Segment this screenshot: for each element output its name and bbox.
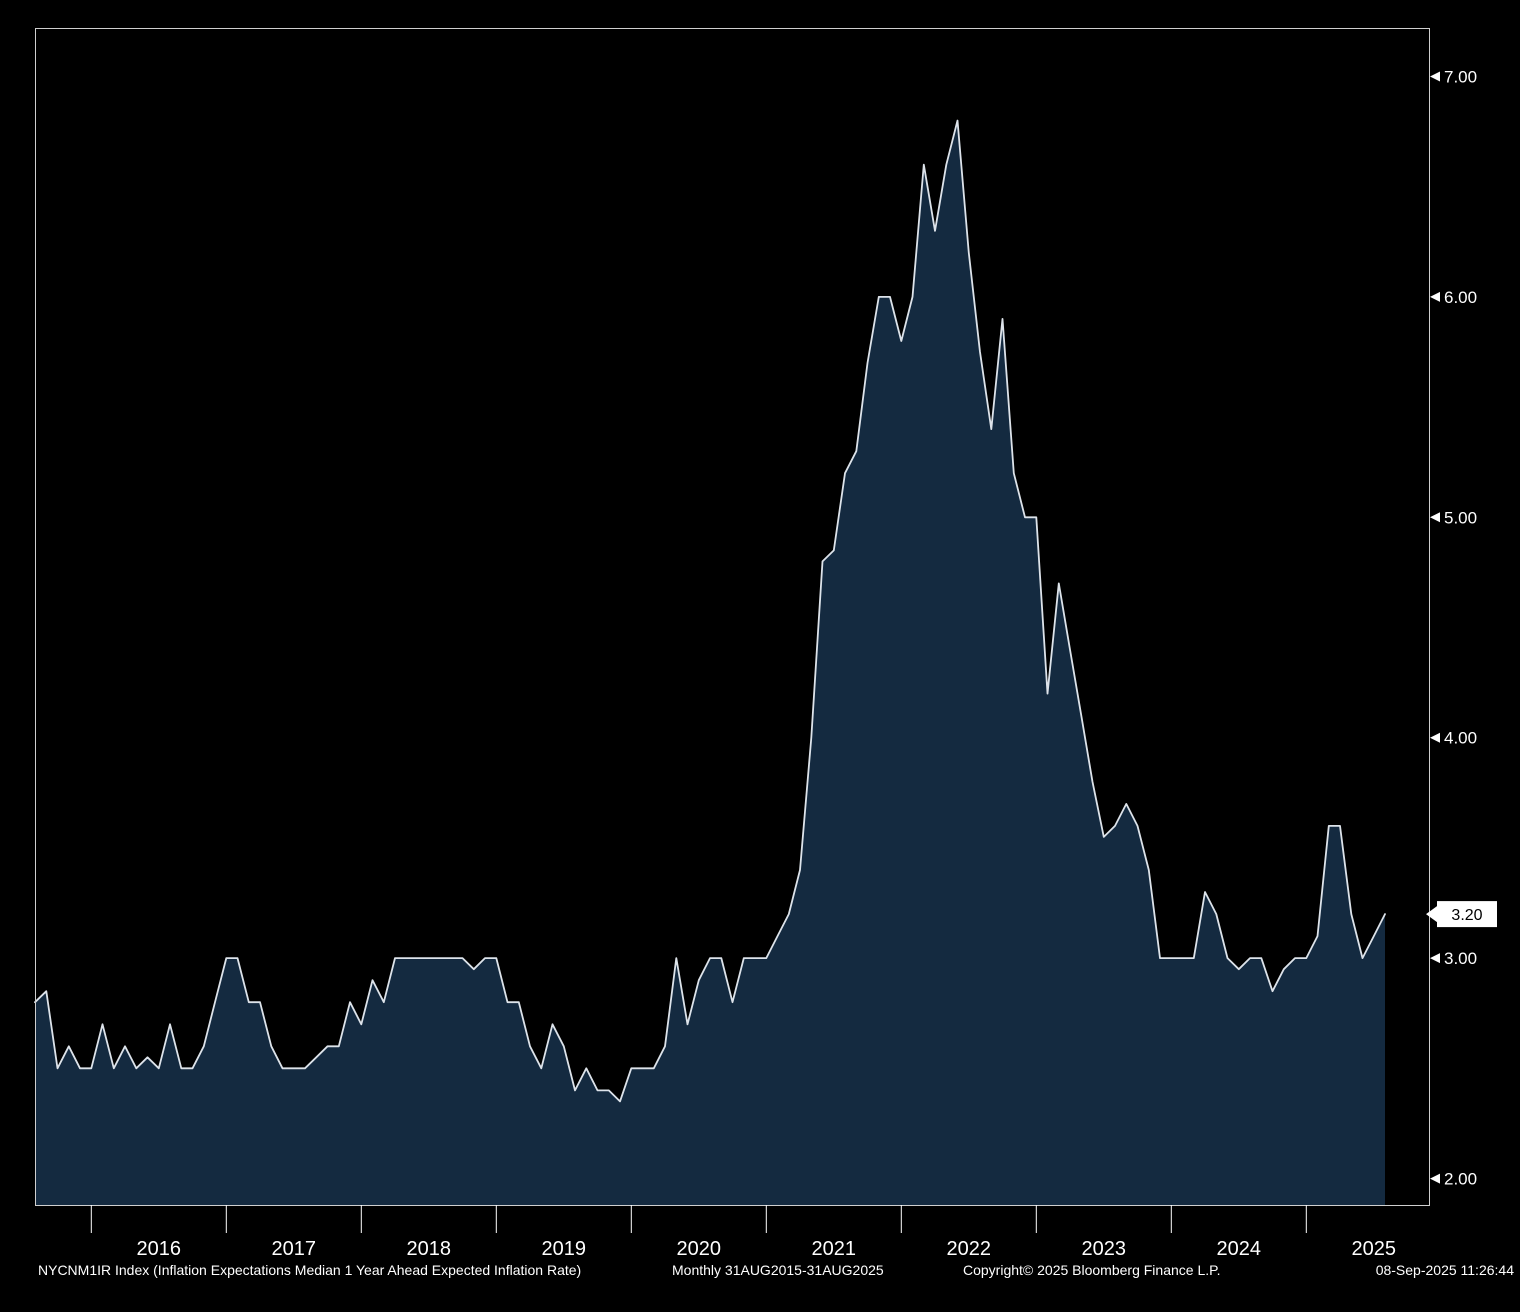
- footer-copyright: Copyright© 2025 Bloomberg Finance L.P.: [963, 1262, 1221, 1278]
- x-year-label: 2023: [1082, 1238, 1127, 1260]
- plot-border: [35, 28, 1430, 1206]
- last-value-box: [1437, 901, 1497, 928]
- x-year-label: 2016: [137, 1238, 182, 1260]
- y-tick-label: 6.00: [1444, 288, 1477, 307]
- y-tick-arrow-icon: [1430, 71, 1440, 82]
- area-fill: [35, 120, 1385, 1206]
- x-year-label: 2024: [1217, 1238, 1262, 1260]
- x-year-label: 2017: [272, 1238, 317, 1260]
- footer-security-description: NYCNM1IR Index (Inflation Expectations M…: [38, 1262, 582, 1278]
- x-year-label: 2022: [947, 1238, 992, 1260]
- last-value-marker: 3.20: [1426, 901, 1497, 928]
- y-tick-label: 3.00: [1444, 949, 1477, 968]
- footer-timestamp: 08-Sep-2025 11:26:44: [1375, 1262, 1514, 1278]
- y-tick-label: 2.00: [1444, 1170, 1477, 1189]
- x-axis: 2016 2017 2018 2019 2020 2021 2022 2023 2024 2025: [90, 1205, 1397, 1260]
- y-tick-label: 5.00: [1444, 508, 1477, 527]
- x-year-label: 2018: [407, 1238, 452, 1260]
- x-year-label: 2021: [812, 1238, 857, 1260]
- last-value-text: 3.20: [1451, 907, 1482, 924]
- y-tick-arrow-icon: [1430, 512, 1440, 523]
- price-line: [34, 119, 1386, 1103]
- x-year-label: 2019: [542, 1238, 587, 1260]
- x-year-label: 2020: [677, 1238, 722, 1260]
- y-tick-arrow-icon: [1430, 1173, 1440, 1184]
- y-axis: 2.00 3.00 4.00 5.00 6.00 7.00: [1430, 68, 1477, 1189]
- y-tick-arrow-icon: [1430, 953, 1440, 964]
- y-tick-label: 4.00: [1444, 729, 1477, 748]
- y-tick-arrow-icon: [1430, 732, 1440, 743]
- footer-periodicity: Monthly 31AUG2015-31AUG2025: [672, 1262, 884, 1278]
- x-year-label: 2025: [1352, 1238, 1397, 1260]
- y-tick-label: 7.00: [1444, 68, 1477, 87]
- footer-bar: NYCNM1IR Index (Inflation Expectations M…: [0, 1260, 1520, 1284]
- last-value-arrow-icon: [1426, 906, 1437, 923]
- y-tick-arrow-icon: [1430, 291, 1440, 302]
